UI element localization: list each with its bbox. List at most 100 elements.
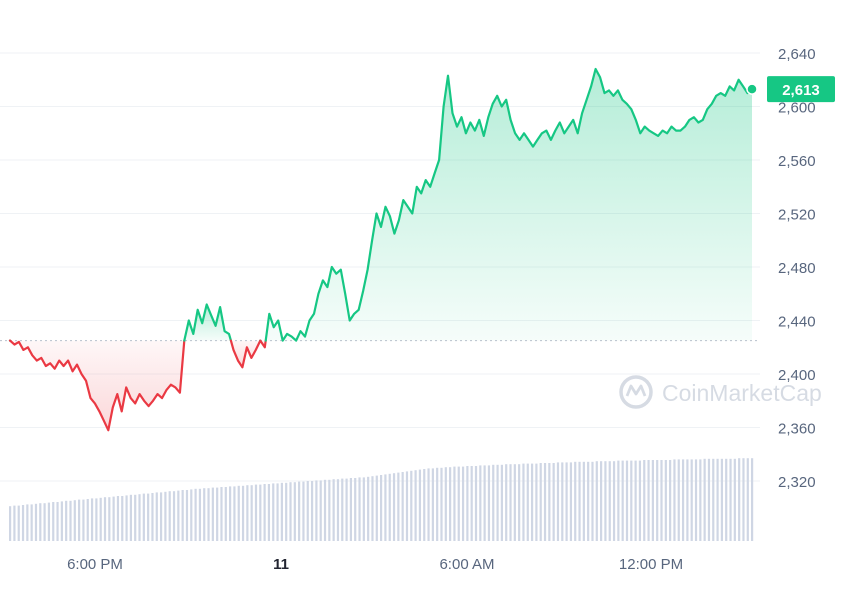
volume-bar <box>656 460 659 541</box>
y-tick-label: 2,600 <box>778 100 816 117</box>
price-lines <box>8 67 754 432</box>
volume-bar <box>561 462 564 541</box>
volume-bar <box>453 466 456 541</box>
volume-bar <box>535 463 538 541</box>
y-tick-label: 2,560 <box>778 153 816 170</box>
volume-bar <box>362 477 365 541</box>
y-tick-label: 2,360 <box>778 421 816 438</box>
volume-bar <box>121 496 124 541</box>
volume-bar <box>617 460 620 541</box>
volume-bar <box>39 503 42 541</box>
volume-bar <box>651 460 654 541</box>
volume-bar <box>449 467 452 541</box>
volume-bar <box>530 463 534 541</box>
volume-bar <box>47 502 51 541</box>
volume-bar <box>34 503 38 541</box>
volume-bar <box>17 505 20 541</box>
volume-bar <box>733 458 736 541</box>
volume-bar <box>720 458 724 541</box>
volume-bar <box>681 459 685 541</box>
price-line-up <box>183 303 232 342</box>
y-tick-label: 2,400 <box>778 367 816 384</box>
volume-bar <box>690 459 693 541</box>
volume-bar <box>289 482 292 541</box>
volume-bar <box>608 461 611 541</box>
volume-bar <box>699 459 702 541</box>
volume-bar <box>401 472 404 541</box>
volume-bar <box>341 478 344 541</box>
volume-bar <box>397 472 400 541</box>
volume-bar <box>168 491 171 541</box>
volume-bar <box>198 488 202 541</box>
volume-bar <box>237 485 240 541</box>
volume-bar <box>470 466 473 541</box>
volume-bar <box>172 491 176 541</box>
volume-bar <box>358 477 361 541</box>
volume-bar <box>643 460 646 541</box>
volume-bar <box>673 459 676 541</box>
volume-bar <box>431 468 434 541</box>
volume-bar <box>582 461 585 541</box>
volume-bar <box>69 500 72 541</box>
volume-bar <box>492 464 495 541</box>
volume-bar <box>43 503 46 541</box>
volume-bar <box>56 502 59 541</box>
volume-bar <box>129 494 132 541</box>
volume-bar <box>272 483 275 541</box>
volume-bar <box>112 496 115 541</box>
volume-bar <box>725 458 728 541</box>
volume-bar <box>142 493 145 541</box>
price-area-up <box>265 69 752 341</box>
volume-bar <box>354 478 357 541</box>
price-line-down <box>8 339 186 432</box>
price-line-down <box>259 339 267 349</box>
volume-bar <box>600 461 603 541</box>
volume-bar <box>518 464 521 541</box>
volume-bar <box>634 460 637 541</box>
volume-bar <box>190 489 193 541</box>
y-tick-label: 2,440 <box>778 314 816 331</box>
volume-bar <box>444 467 447 541</box>
volume-bar <box>371 476 374 541</box>
volume-bar <box>159 492 163 541</box>
volume-bar <box>677 459 680 541</box>
y-tick-label: 2,480 <box>778 260 816 277</box>
volume-bar <box>604 461 607 541</box>
volume-bar <box>315 480 318 541</box>
volume-bar <box>539 463 542 541</box>
volume-bar <box>73 500 76 541</box>
volume-bar <box>233 486 236 541</box>
x-tick-label: 6:00 PM <box>67 556 123 573</box>
volume-bar <box>686 459 689 541</box>
volume-bar <box>418 469 422 541</box>
volume-bar <box>220 487 223 541</box>
volume-bar <box>414 470 417 541</box>
price-area-fill <box>10 69 752 431</box>
volume-bar <box>500 464 503 541</box>
volume-bar <box>254 484 258 541</box>
volume-bar <box>246 485 249 541</box>
volume-bar <box>483 465 486 541</box>
volume-bar <box>90 498 94 541</box>
coinmarketcap-logo-icon <box>619 375 653 409</box>
volume-bar <box>591 461 594 541</box>
x-tick-label: 6:00 AM <box>439 556 494 573</box>
volume-bar <box>259 484 262 541</box>
volume-bar <box>474 466 478 541</box>
volume-bar <box>587 461 590 541</box>
volume-bar <box>310 481 314 541</box>
volume-bar <box>155 492 158 541</box>
price-line-down <box>229 339 262 369</box>
volume-bar <box>302 481 305 541</box>
volume-bar <box>565 462 568 541</box>
volume-bar <box>207 488 210 541</box>
volume-bar <box>522 463 525 541</box>
volume-bar <box>78 499 81 541</box>
volume-bar <box>630 460 633 541</box>
coinmarketcap-watermark: CoinMarketCap <box>619 375 822 409</box>
volume-bar <box>151 493 154 541</box>
volume-bar <box>440 467 443 541</box>
volume-bar <box>712 458 715 541</box>
volume-bar <box>384 474 387 541</box>
